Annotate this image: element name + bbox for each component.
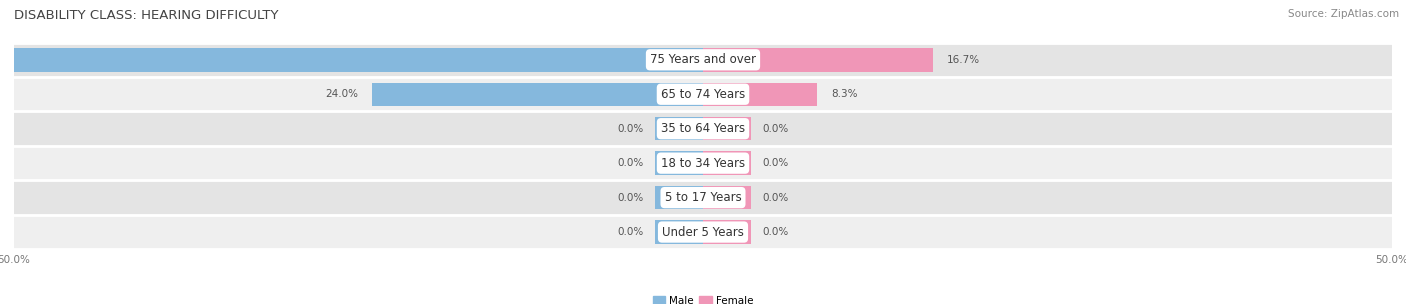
Bar	[14, 215, 1392, 249]
Text: 0.0%: 0.0%	[617, 124, 644, 134]
Bar	[703, 186, 751, 209]
Text: 24.0%: 24.0%	[326, 89, 359, 99]
Text: 18 to 34 Years: 18 to 34 Years	[661, 157, 745, 170]
Text: 65 to 74 Years: 65 to 74 Years	[661, 88, 745, 101]
Bar	[703, 220, 751, 244]
Bar	[703, 82, 817, 106]
Text: DISABILITY CLASS: HEARING DIFFICULTY: DISABILITY CLASS: HEARING DIFFICULTY	[14, 9, 278, 22]
Bar	[655, 186, 703, 209]
Legend: Male, Female: Male, Female	[648, 292, 758, 304]
Bar	[655, 117, 703, 140]
Text: 16.7%: 16.7%	[946, 55, 980, 65]
Bar	[14, 43, 1392, 77]
Text: Source: ZipAtlas.com: Source: ZipAtlas.com	[1288, 9, 1399, 19]
Bar	[14, 48, 703, 71]
Bar	[703, 117, 751, 140]
Bar	[14, 112, 1392, 146]
Text: 35 to 64 Years: 35 to 64 Years	[661, 122, 745, 135]
Text: 8.3%: 8.3%	[831, 89, 858, 99]
Text: 0.0%: 0.0%	[762, 158, 789, 168]
Text: 0.0%: 0.0%	[617, 158, 644, 168]
Text: 0.0%: 0.0%	[617, 227, 644, 237]
Bar	[14, 77, 1392, 112]
Bar	[14, 146, 1392, 180]
Text: 5 to 17 Years: 5 to 17 Years	[665, 191, 741, 204]
Bar	[703, 151, 751, 175]
Bar	[703, 48, 934, 71]
Text: 0.0%: 0.0%	[617, 193, 644, 202]
Bar	[655, 151, 703, 175]
Bar	[655, 220, 703, 244]
Text: 75 Years and over: 75 Years and over	[650, 53, 756, 66]
Bar	[14, 180, 1392, 215]
Text: Under 5 Years: Under 5 Years	[662, 226, 744, 239]
Text: 0.0%: 0.0%	[762, 193, 789, 202]
Bar	[373, 82, 703, 106]
Text: 0.0%: 0.0%	[762, 124, 789, 134]
Text: 0.0%: 0.0%	[762, 227, 789, 237]
